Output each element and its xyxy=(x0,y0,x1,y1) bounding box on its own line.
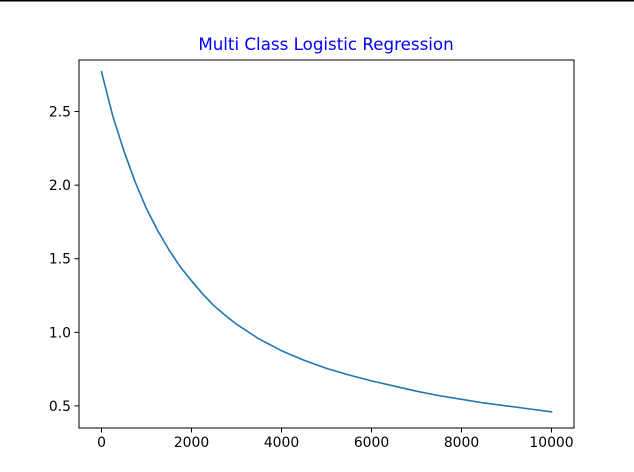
x-tick-label-5: 10000 xyxy=(529,435,573,451)
x-tick-label-4: 8000 xyxy=(444,435,479,451)
series-line-1 xyxy=(100,70,553,413)
x-tick-label-2: 4000 xyxy=(264,435,299,451)
x-tick-label-1: 2000 xyxy=(174,435,209,451)
y-tick-label-2: 1.5 xyxy=(49,252,71,268)
y-tick-label-3: 2.0 xyxy=(49,178,71,194)
chart-title: Multi Class Logistic Regression xyxy=(198,34,453,54)
axes-frame xyxy=(78,59,575,429)
x-tick-label-3: 6000 xyxy=(354,435,389,451)
y-tick-label-0: 0.5 xyxy=(49,399,71,415)
y-tick-label-1: 1.0 xyxy=(49,325,71,341)
y-tick-label-4: 2.5 xyxy=(49,105,71,121)
plot-area: 0 2000 4000 6000 8000 10000 0.5 1.0 1.5 2.0 2.5 xyxy=(49,59,575,451)
x-tick-label-0: 0 xyxy=(97,435,106,451)
window-top-border xyxy=(0,0,634,2)
